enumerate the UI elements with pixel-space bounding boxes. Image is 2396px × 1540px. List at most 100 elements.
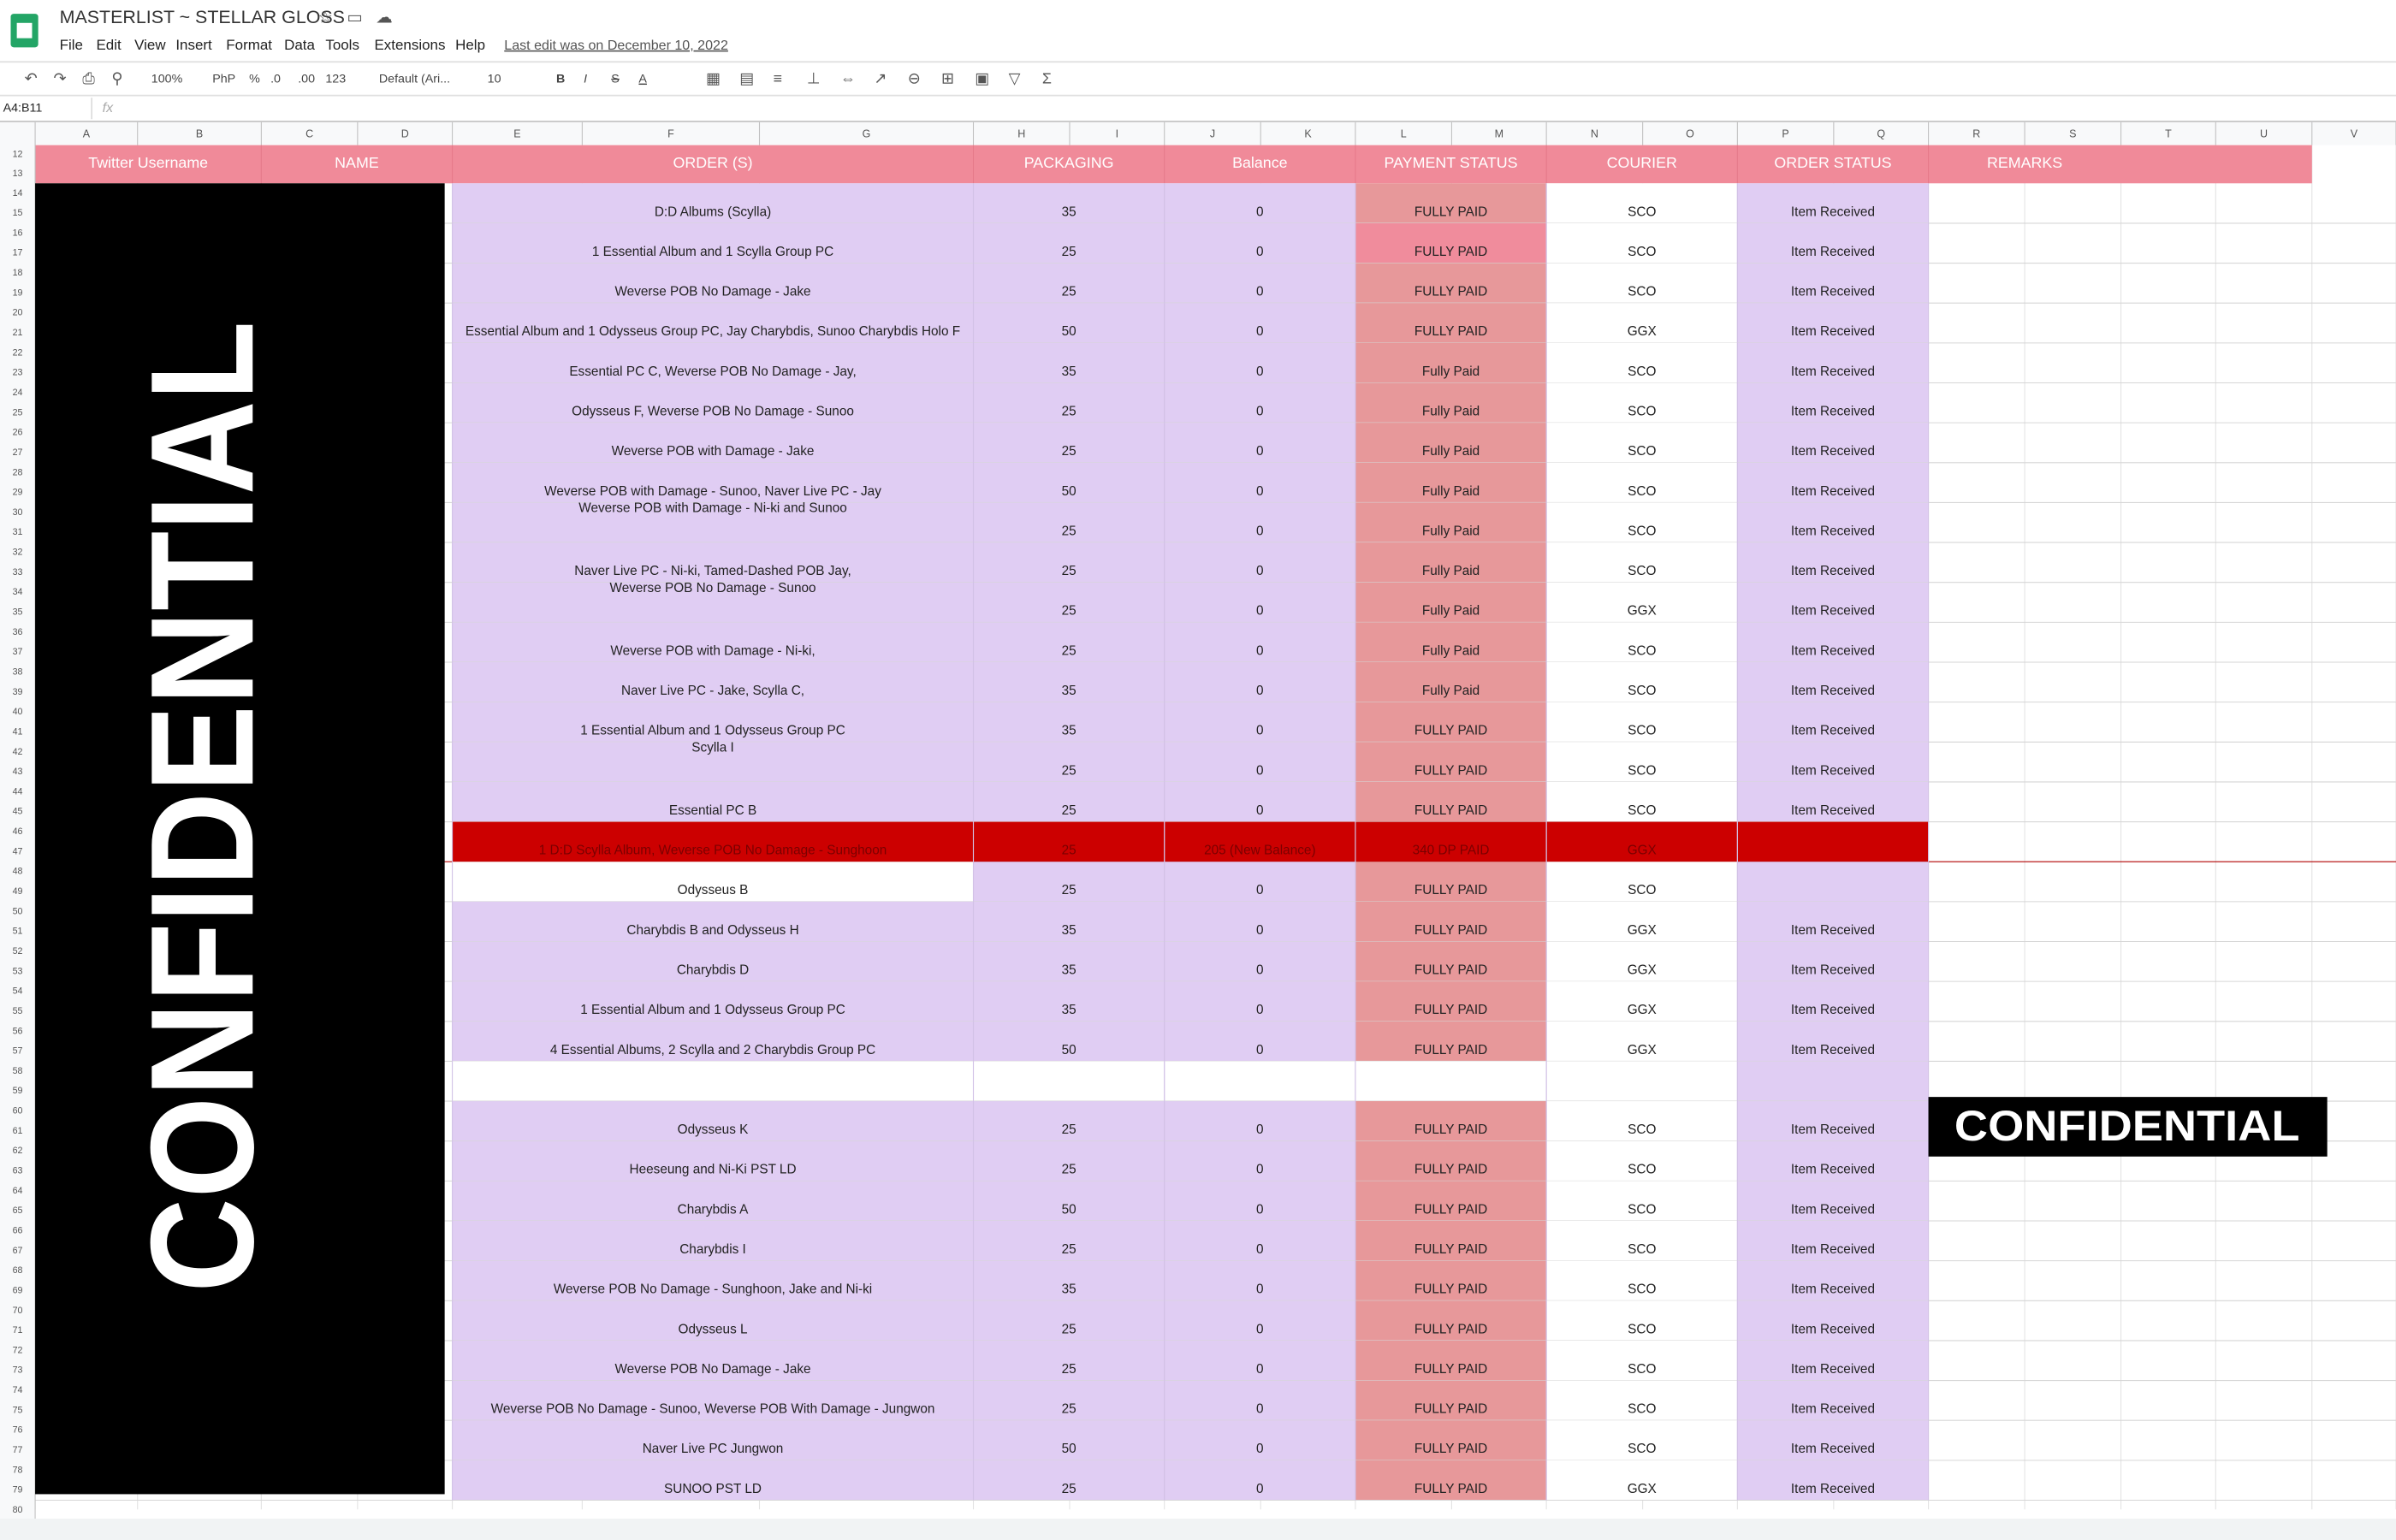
courier-cell[interactable]: SCO [1628,285,1656,299]
row-number[interactable]: 48 [13,867,23,877]
order-cell[interactable]: Weverse POB with Damage - Ni-ki and Suno… [578,501,847,516]
balance-cell[interactable]: 0 [1256,524,1264,538]
packaging-cell[interactable]: 25 [1062,285,1076,299]
packaging-cell[interactable]: 25 [1062,883,1076,897]
toolbar-decrease-decimal[interactable]: .0 [270,73,281,86]
row-number[interactable]: 22 [13,347,23,358]
packaging-cell[interactable]: 25 [1062,1362,1076,1377]
courier-cell[interactable]: SCO [1628,524,1656,538]
row-number[interactable]: 63 [13,1166,23,1176]
row-number[interactable]: 78 [13,1465,23,1475]
payment-status-cell[interactable]: Fully Paid [1422,484,1480,499]
order-status-cell[interactable]: Item Received [1791,484,1875,499]
order-cell[interactable]: Essential Album and 1 Odysseus Group PC,… [466,324,960,339]
order-status-cell[interactable]: Item Received [1791,604,1875,619]
row-number[interactable]: 58 [13,1066,23,1076]
balance-cell[interactable]: 0 [1256,444,1264,459]
column-letter[interactable]: I [1116,127,1118,139]
packaging-cell[interactable]: 25 [1062,1482,1076,1496]
packaging-cell[interactable]: 25 [1062,1163,1076,1177]
packaging-cell[interactable]: 25 [1062,444,1076,459]
courier-cell[interactable]: SCO [1628,1163,1656,1177]
order-status-cell[interactable]: Item Received [1791,1402,1875,1417]
packaging-cell[interactable]: 25 [1062,404,1076,418]
courier-cell[interactable]: SCO [1628,1402,1656,1417]
order-status-cell[interactable]: Item Received [1791,564,1875,578]
payment-status-cell[interactable]: FULLY PAID [1414,1242,1487,1257]
toolbar-bold[interactable]: B [556,73,565,86]
order-status-cell[interactable]: Item Received [1791,324,1875,339]
packaging-cell[interactable]: 25 [1062,1122,1076,1137]
payment-status-cell[interactable]: FULLY PAID [1414,324,1487,339]
balance-cell[interactable]: 0 [1256,204,1264,219]
payment-status-cell[interactable]: Fully Paid [1422,444,1480,459]
order-cell[interactable]: Weverse POB with Damage - Sunoo, Naver L… [544,484,881,499]
row-number[interactable]: 15 [13,208,23,218]
toolbar-icon[interactable]: ↷ [54,70,67,87]
courier-cell[interactable]: SCO [1628,684,1656,698]
payment-status-cell[interactable]: Fully Paid [1422,684,1480,698]
courier-cell[interactable]: GGX [1628,604,1657,619]
packaging-cell[interactable]: 25 [1062,844,1076,858]
menu-item[interactable]: Data [284,37,315,53]
column-letter[interactable]: R [1972,127,1980,139]
order-status-cell[interactable]: Item Received [1791,1202,1875,1217]
order-cell[interactable]: Scylla I [691,740,733,755]
courier-cell[interactable]: SCO [1628,643,1656,658]
row-number[interactable]: 64 [13,1186,23,1196]
packaging-cell[interactable]: 50 [1062,1442,1076,1456]
packaging-cell[interactable]: 35 [1062,962,1076,977]
packaging-cell[interactable]: 25 [1062,564,1076,578]
courier-cell[interactable]: SCO [1628,245,1656,259]
payment-status-cell[interactable]: FULLY PAID [1414,245,1487,259]
courier-cell[interactable]: GGX [1628,1043,1657,1057]
packaging-cell[interactable]: 25 [1062,1322,1076,1336]
toolbar-icon[interactable]: ⎙ [82,70,95,87]
balance-cell[interactable]: 0 [1256,883,1264,897]
toolbar-icon[interactable]: ⊥ [807,70,821,87]
courier-cell[interactable]: SCO [1628,763,1656,778]
row-number[interactable]: 19 [13,287,23,298]
row-number[interactable]: 60 [13,1106,23,1116]
order-status-cell[interactable]: Item Received [1791,1282,1875,1297]
row-number[interactable]: 14 [13,188,23,198]
row-number[interactable]: 21 [13,328,23,338]
order-status-cell[interactable]: Item Received [1791,204,1875,219]
order-status-cell[interactable]: Item Received [1791,444,1875,459]
courier-cell[interactable]: SCO [1628,1122,1656,1137]
payment-status-cell[interactable]: Fully Paid [1422,364,1480,379]
order-status-cell[interactable]: Item Received [1791,803,1875,818]
courier-cell[interactable]: GGX [1628,923,1657,938]
payment-status-cell[interactable]: FULLY PAID [1414,962,1487,977]
column-letter[interactable]: Q [1877,127,1885,139]
courier-cell[interactable]: SCO [1628,883,1656,897]
column-letter[interactable]: U [2260,127,2268,139]
column-letter[interactable]: S [2069,127,2076,139]
row-number[interactable]: 71 [13,1325,23,1336]
balance-cell[interactable]: 0 [1256,564,1264,578]
menu-item[interactable]: Insert [175,37,212,53]
column-letter[interactable]: T [2165,127,2172,139]
order-cell[interactable]: Odysseus B [678,883,749,897]
toolbar-icon[interactable]: ≡ [774,70,782,87]
order-status-cell[interactable]: Item Received [1791,923,1875,938]
packaging-cell[interactable]: 25 [1062,1402,1076,1417]
column-letter[interactable]: D [401,127,409,139]
row-number[interactable]: 37 [13,647,23,657]
courier-cell[interactable]: SCO [1628,444,1656,459]
row-number[interactable]: 49 [13,886,23,897]
order-cell[interactable]: 4 Essential Albums, 2 Scylla and 2 Chary… [550,1043,875,1057]
balance-cell[interactable]: 0 [1256,923,1264,938]
balance-cell[interactable]: 0 [1256,285,1264,299]
menu-item[interactable]: File [60,37,83,53]
packaging-cell[interactable]: 35 [1062,204,1076,219]
order-status-cell[interactable]: Item Received [1791,724,1875,738]
packaging-cell[interactable]: 25 [1062,803,1076,818]
order-status-cell[interactable]: Item Received [1791,1442,1875,1456]
order-status-cell[interactable]: Item Received [1791,524,1875,538]
row-number[interactable]: 62 [13,1146,23,1156]
balance-cell[interactable]: 0 [1256,763,1264,778]
toolbar-number-format[interactable]: 123 [325,73,346,86]
order-status-cell[interactable]: Item Received [1791,1003,1875,1017]
balance-cell[interactable]: 0 [1256,1003,1264,1017]
